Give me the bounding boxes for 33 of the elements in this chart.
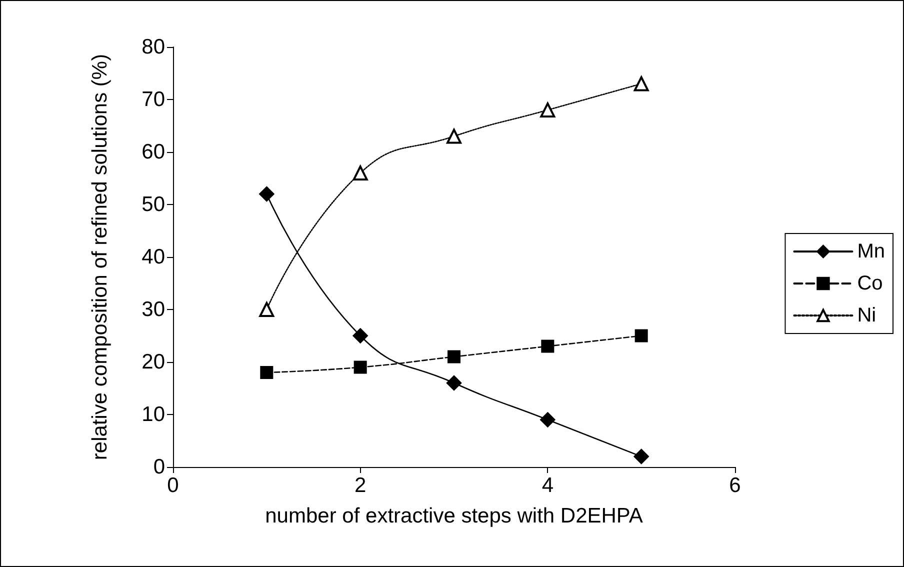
y-axis-title: relative composition of refined solutions (%)	[88, 54, 112, 460]
point	[541, 340, 554, 353]
x-axis-title: number of extractive steps with D2EHPA	[265, 504, 643, 528]
point	[259, 186, 274, 202]
y-tick-label: 50	[142, 193, 165, 216]
y-tick-label: 60	[142, 140, 165, 164]
x-tick-label: 2	[354, 474, 366, 497]
x-tick-label: 0	[167, 474, 179, 497]
point	[354, 360, 367, 374]
point	[634, 329, 648, 342]
point	[259, 302, 274, 317]
point	[446, 376, 462, 390]
point	[446, 128, 462, 144]
y-tick-label: 20	[142, 350, 165, 374]
y-tick-label: 70	[142, 88, 165, 111]
point	[634, 449, 649, 464]
legend-label: Ni	[857, 304, 876, 326]
point	[540, 102, 556, 118]
point	[540, 412, 556, 428]
point	[634, 76, 649, 92]
legend-label: Mn	[857, 240, 886, 262]
point	[352, 328, 368, 344]
y-tick-label: 40	[142, 246, 165, 268]
y-tick-label: 0	[153, 456, 165, 478]
y-tick-label: 30	[142, 298, 165, 321]
point	[448, 350, 460, 364]
x-tick-label: 6	[729, 474, 741, 497]
x-tick-label: 4	[542, 474, 554, 497]
legend-label: Co	[857, 272, 883, 294]
y-tick-label: 80	[142, 36, 165, 58]
y-tick-label: 10	[142, 403, 165, 426]
point	[260, 366, 274, 379]
point	[352, 166, 368, 180]
